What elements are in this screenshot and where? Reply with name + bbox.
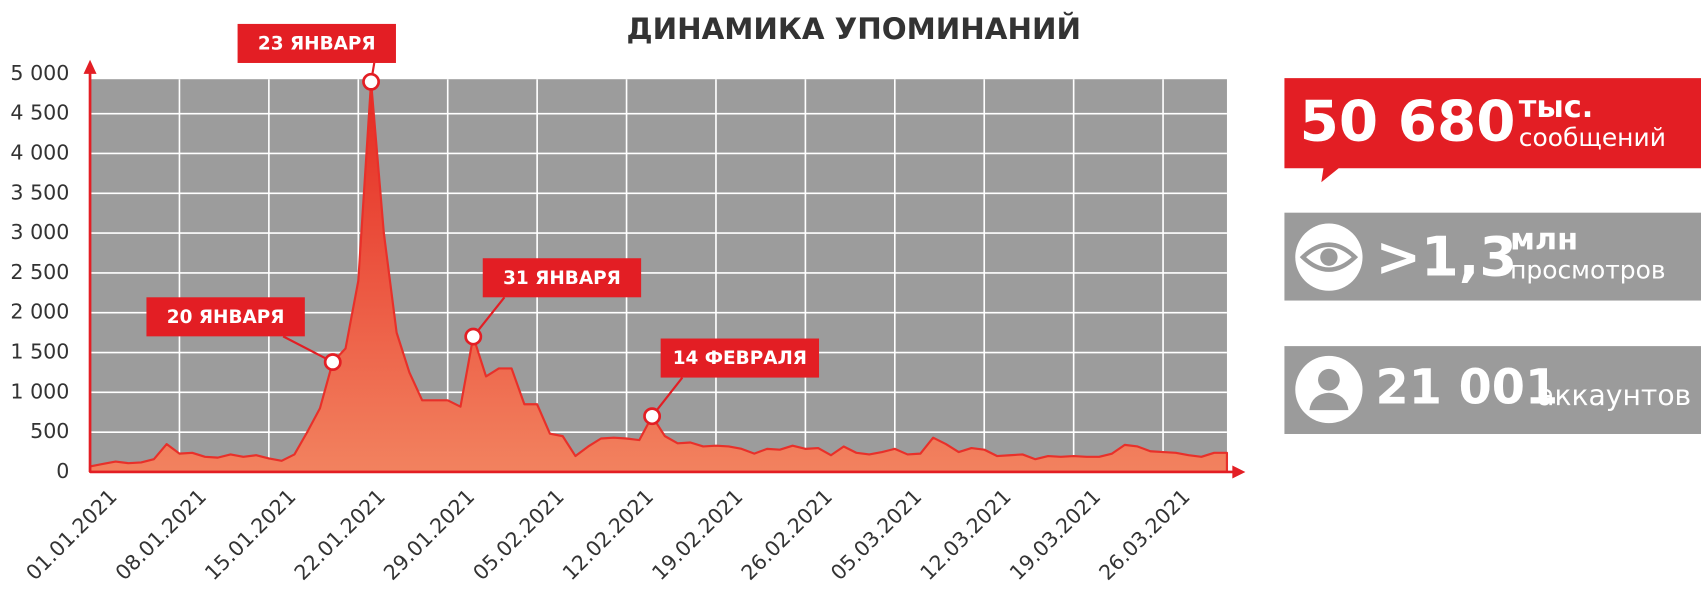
y-tick-label: 500 bbox=[30, 419, 69, 443]
annotation-point bbox=[323, 353, 342, 372]
user-icon bbox=[1309, 392, 1349, 411]
stat-caption: аккаунтов bbox=[1537, 379, 1691, 412]
stat-unit: тыс. bbox=[1519, 90, 1594, 125]
x-tick-label: 19.03.2021 bbox=[1005, 484, 1105, 584]
user-icon bbox=[1318, 368, 1340, 391]
y-tick-label: 4 500 bbox=[10, 101, 69, 125]
annotation-label: 23 ЯНВАРЯ bbox=[258, 34, 376, 55]
y-tick-label: 1 000 bbox=[10, 379, 69, 403]
annotation-label: 14 ФЕВРАЛЯ bbox=[673, 348, 807, 369]
x-tick-label: 19.02.2021 bbox=[647, 484, 747, 584]
y-tick-label: 4 000 bbox=[10, 140, 69, 164]
annotation-box bbox=[660, 338, 820, 378]
x-tick-label: 05.02.2021 bbox=[468, 484, 568, 584]
annotation-point bbox=[643, 407, 662, 426]
x-tick-label: 26.02.2021 bbox=[737, 484, 837, 584]
y-tick-label: 0 bbox=[56, 459, 69, 483]
x-tick-label: 12.02.2021 bbox=[558, 484, 658, 584]
annotation-box bbox=[146, 297, 305, 337]
y-tick-label: 3 000 bbox=[10, 220, 69, 244]
y-tick-label: 1 500 bbox=[10, 340, 69, 364]
stat-panel bbox=[1284, 78, 1701, 183]
x-tick-label: 22.01.2021 bbox=[290, 484, 390, 584]
x-axis-arrow bbox=[1232, 465, 1246, 479]
annotation-box bbox=[482, 258, 642, 298]
x-tick-label: 15.01.2021 bbox=[200, 484, 300, 584]
annotation-label: 31 ЯНВАРЯ bbox=[503, 268, 621, 289]
stat-number: 21 001 bbox=[1376, 361, 1559, 416]
y-tick-label: 3 500 bbox=[10, 180, 69, 204]
stat-number: 50 680 bbox=[1300, 89, 1516, 154]
stat-caption: сообщений bbox=[1519, 123, 1666, 152]
stat-caption: просмотров bbox=[1510, 255, 1665, 284]
stat-number: >1,3 bbox=[1376, 226, 1518, 289]
x-tick-label: 05.03.2021 bbox=[826, 484, 926, 584]
annotation-line bbox=[282, 335, 334, 364]
x-tick-label: 01.01.2021 bbox=[21, 484, 121, 584]
area bbox=[88, 80, 1229, 474]
chart-title: ДИНАМИКА УПОМИНАНИЙ bbox=[627, 11, 1082, 46]
x-tick-label: 08.01.2021 bbox=[111, 484, 211, 584]
eye-icon bbox=[1320, 248, 1338, 266]
x-tick-label: 29.01.2021 bbox=[379, 484, 479, 584]
y-tick-label: 2 500 bbox=[10, 260, 69, 284]
annotation-label: 20 ЯНВАРЯ bbox=[167, 307, 285, 328]
y-tick-label: 2 000 bbox=[10, 300, 69, 324]
eye-icon bbox=[1299, 242, 1359, 272]
y-axis-arrow bbox=[83, 59, 97, 74]
annotation-point bbox=[464, 327, 483, 346]
stat-unit: млн bbox=[1510, 222, 1578, 257]
x-tick-label: 12.03.2021 bbox=[915, 484, 1015, 584]
annotation-box bbox=[237, 23, 396, 63]
annotation-point bbox=[362, 72, 381, 91]
y-tick-label: 5 000 bbox=[10, 61, 69, 85]
x-tick-label: 26.03.2021 bbox=[1094, 484, 1194, 584]
